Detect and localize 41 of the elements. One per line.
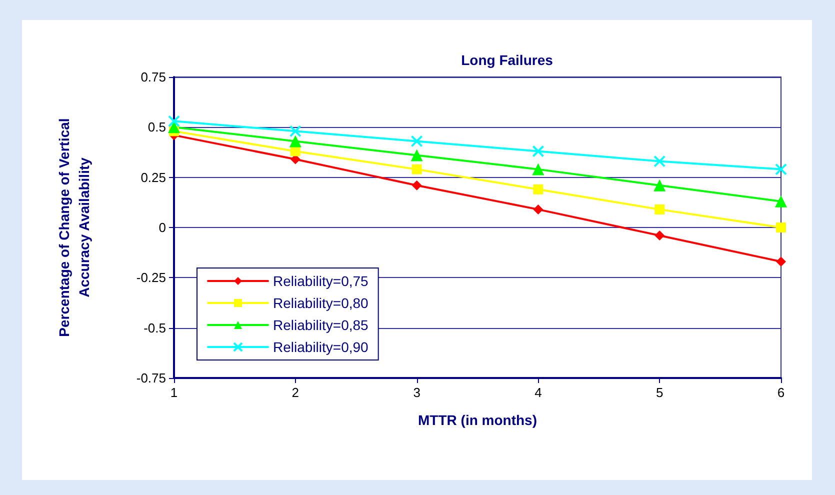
point bbox=[775, 195, 787, 208]
y-axis-title: Percentage of Change of Vertical Accuracy Availability bbox=[56, 118, 92, 337]
y-tick-label: -0.5 bbox=[144, 320, 166, 336]
point bbox=[775, 163, 787, 176]
x-tick-label: 5 bbox=[656, 385, 664, 400]
x-tick-label: 2 bbox=[292, 385, 300, 400]
x-tick-label: 3 bbox=[413, 385, 420, 400]
point bbox=[776, 256, 786, 267]
y-tick-label: 0.75 bbox=[140, 70, 166, 84]
point bbox=[654, 155, 666, 168]
x-axis-title: MTTR (in months) bbox=[418, 412, 537, 428]
point bbox=[289, 135, 302, 148]
point bbox=[776, 222, 786, 232]
point bbox=[289, 125, 302, 138]
point bbox=[410, 135, 423, 148]
point bbox=[168, 121, 180, 134]
legend-label: Reliability=0,75 bbox=[273, 273, 369, 289]
legend-label: Reliability=0,90 bbox=[273, 339, 369, 355]
y-tick-label: 0.5 bbox=[148, 120, 166, 135]
legend-label: Reliability=0,85 bbox=[273, 317, 369, 333]
point bbox=[412, 180, 422, 190]
chart-title: Long Failures bbox=[461, 52, 554, 68]
x-tick-label: 6 bbox=[777, 385, 785, 400]
point bbox=[654, 179, 666, 192]
point bbox=[533, 204, 544, 214]
point bbox=[410, 149, 423, 162]
point bbox=[533, 184, 544, 194]
y-tick-label: -0.75 bbox=[136, 370, 166, 386]
legend-label: Reliability=0,80 bbox=[273, 295, 369, 311]
x-tick-label: 4 bbox=[534, 385, 542, 400]
x-tick-label: 1 bbox=[170, 385, 178, 400]
y-tick-label: -0.25 bbox=[136, 270, 166, 286]
point bbox=[654, 230, 665, 241]
point bbox=[412, 164, 422, 174]
point bbox=[532, 145, 544, 158]
y-tick-label: 0 bbox=[158, 220, 166, 235]
y-tick-label: 0.25 bbox=[140, 170, 166, 185]
point bbox=[532, 163, 544, 176]
point bbox=[290, 146, 300, 156]
point bbox=[168, 115, 180, 128]
point bbox=[654, 204, 665, 214]
